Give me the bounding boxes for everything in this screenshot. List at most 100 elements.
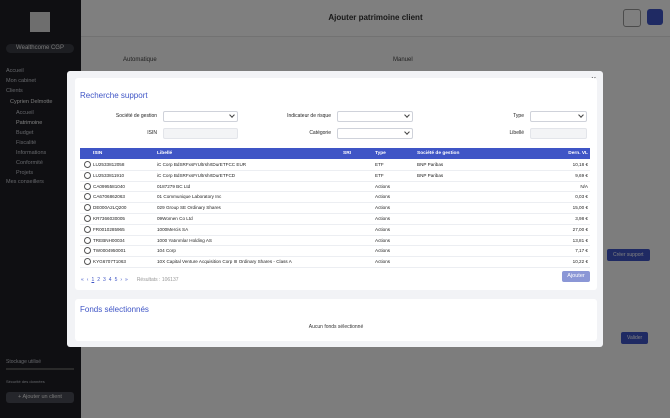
cell: 3,98 € xyxy=(575,216,588,221)
page-link[interactable]: « xyxy=(81,277,84,283)
chevron xyxy=(229,112,235,118)
cell: LU2533812058 xyxy=(93,162,125,167)
page-link[interactable]: » xyxy=(125,277,128,283)
table-row[interactable]: KR7366030005 09Women Co Ltd Actions 3,98 € xyxy=(80,213,590,225)
cell: BNP Paribas xyxy=(417,162,444,167)
cell: 13,81 € xyxy=(572,237,588,243)
page-link[interactable]: ‹ xyxy=(86,277,89,283)
filter-input[interactable] xyxy=(530,128,587,139)
cell: ETF xyxy=(375,162,384,167)
cell: Actions xyxy=(375,216,391,221)
table-row[interactable]: LU2533811910 iC Corp BdSRFxsFrUltrshrtDur… xyxy=(80,170,590,182)
filter-input[interactable] xyxy=(163,128,238,139)
filter-label: Catégorie xyxy=(309,130,331,136)
selected-card: Fonds sélectionnés Aucun fonds sélection… xyxy=(75,299,597,341)
page-link[interactable]: › xyxy=(120,277,123,283)
cell: 15,00 € xyxy=(572,205,588,211)
column-header: SRI xyxy=(343,151,351,156)
column-header: Société de gestion xyxy=(417,151,460,156)
table-row[interactable]: CA0995581040 0187279 BC Ltd Actions N/A xyxy=(80,181,590,193)
modal: × Recherche support ISINLibelléSRITypeSo… xyxy=(67,71,603,347)
page-link[interactable]: 3 xyxy=(103,277,106,283)
filter-select[interactable] xyxy=(337,128,413,139)
filter-label: ISIN xyxy=(147,130,157,136)
chevron xyxy=(578,112,584,118)
cell: LU2533811910 xyxy=(93,172,125,178)
filter-select[interactable] xyxy=(530,111,587,122)
cell: CA0995581040 xyxy=(93,183,125,189)
page-link[interactable]: 5 xyxy=(114,277,118,283)
table-row[interactable]: TW0004950001 104 Corp Actions 7,17 € xyxy=(80,245,590,258)
cell: Actions xyxy=(375,226,391,232)
cell: 01 Communique Laboratory Inc xyxy=(157,194,222,200)
modal-title: Recherche support xyxy=(80,91,148,100)
table-row[interactable]: LU2533812058 iC Corp BdSRFxsFrUltrshrtDur… xyxy=(80,159,590,171)
selected-empty: Aucun fonds sélectionné xyxy=(308,324,364,330)
cell: 029 Group SE Ordinary Shares xyxy=(157,205,221,211)
cell: TW0004950001 xyxy=(93,248,126,254)
cell: Actions xyxy=(375,248,391,254)
row-checkbox[interactable] xyxy=(84,236,91,244)
cell: 1000 Yatırımlar Holding AS xyxy=(157,237,212,243)
row-checkbox[interactable] xyxy=(84,215,91,222)
row-checkbox[interactable] xyxy=(84,247,91,255)
row-checkbox[interactable] xyxy=(84,193,91,201)
column-header: Dern. VL xyxy=(568,151,588,156)
cell: DE000A2LQ200 xyxy=(93,205,127,211)
cell: 9,69 € xyxy=(575,172,588,178)
cell: 10X Capital Venture Acquisition Corp III… xyxy=(157,259,292,265)
cell: 10,22 € xyxy=(572,259,588,265)
cell: 0,03 € xyxy=(575,194,588,200)
cell: ETF xyxy=(375,172,384,178)
filter-label: Type xyxy=(513,113,524,119)
table-row[interactable]: TREBNH00034 1000 Yatırımlar Holding AS Act… xyxy=(80,235,590,247)
search-card: Recherche support ISIN Libellé SRI Type Soci… xyxy=(75,78,597,290)
table-row[interactable]: FR0010285965 1000Mercis SA Actions 27,00 € xyxy=(80,224,590,236)
cell: N/A xyxy=(580,183,588,189)
cell: TREBNH00034 xyxy=(93,237,125,243)
cell: iC Corp BdSRFxsFrUltrshrtDurETFCD xyxy=(157,172,236,178)
chevron xyxy=(404,129,410,135)
cell: 0187279 BC Ltd xyxy=(157,183,191,189)
cell: 1000Mercis SA xyxy=(157,226,189,232)
cell: Actions xyxy=(375,183,391,189)
page-link[interactable]: 2 xyxy=(97,277,101,283)
table-header: ISIN Libellé SRI Type Société de gestion Dern… xyxy=(80,148,590,159)
column-header: Type xyxy=(375,151,386,156)
pagination: «‹ 1 2 3 4 5 ›» Résultats : 106137 xyxy=(81,277,179,283)
row-checkbox[interactable] xyxy=(84,161,91,168)
cell: KR7366030005 xyxy=(93,216,125,221)
cell: Actions xyxy=(375,237,391,243)
filter-select[interactable] xyxy=(163,111,238,122)
cell: Actions xyxy=(375,205,391,211)
filter-label: Indicateur de risque xyxy=(287,113,331,119)
page-link[interactable]: 1 xyxy=(91,277,95,283)
results-table: ISIN Libellé SRI Type Société de gestion Dern… xyxy=(80,148,590,268)
cell: Actions xyxy=(375,194,391,200)
cell: FR0010285965 xyxy=(93,226,125,232)
filter-label: Libellé xyxy=(509,130,524,136)
table-row[interactable]: KYG6707T1063 10X Capital Venture Acquisit… xyxy=(80,256,590,268)
cell: 10,18 € xyxy=(572,162,588,167)
table-row[interactable]: DE000A2LQ200 029 Group SE Ordinary Shares… xyxy=(80,202,590,214)
add-button[interactable]: Ajouter xyxy=(562,271,590,282)
filter-label: Société de gestion xyxy=(115,113,157,119)
filter-select[interactable] xyxy=(337,111,413,122)
cell: KYG6707T1063 xyxy=(93,259,126,265)
cell: Actions xyxy=(375,259,391,265)
row-checkbox[interactable] xyxy=(84,182,91,190)
row-checkbox[interactable] xyxy=(84,171,91,179)
cell: 7,17 € xyxy=(575,248,588,254)
results-count: Résultats : 106137 xyxy=(136,277,179,283)
cell: CA6706862063 xyxy=(93,194,125,200)
row-checkbox[interactable] xyxy=(84,258,91,266)
row-checkbox[interactable] xyxy=(84,204,91,212)
cell: 27,00 € xyxy=(572,226,588,232)
selected-title: Fonds sélectionnés xyxy=(80,305,149,314)
page-link[interactable]: 4 xyxy=(108,277,112,283)
column-header: ISIN xyxy=(93,151,103,156)
table-row[interactable]: CA6706862063 01 Communique Laboratory Inc… xyxy=(80,191,590,204)
cell: BNP Paribas xyxy=(417,172,444,178)
row-checkbox[interactable] xyxy=(84,225,91,233)
column-header: Libellé xyxy=(157,151,173,156)
